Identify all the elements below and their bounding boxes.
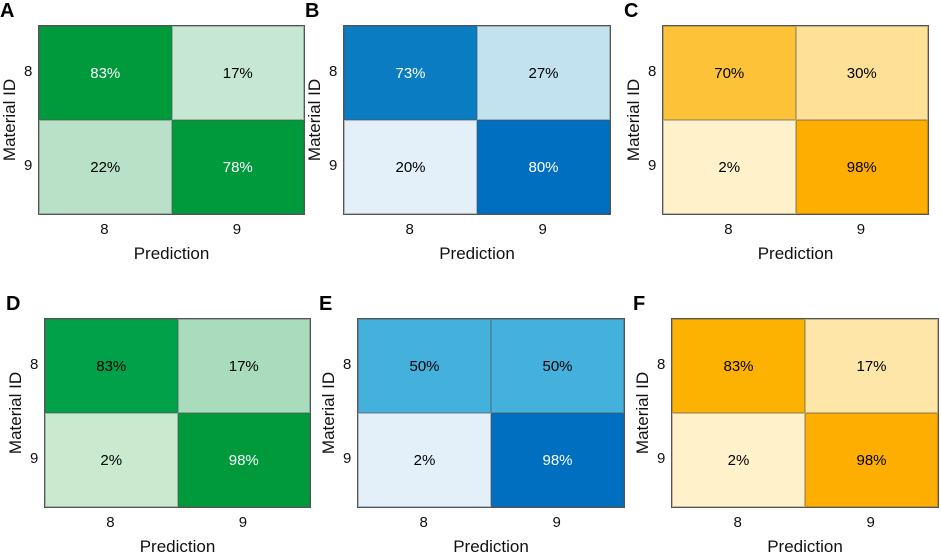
x-tick-label: 8: [405, 221, 414, 238]
y-axis-label: Material ID: [0, 78, 19, 162]
matrix-cell: 17%: [171, 26, 304, 120]
confusion-matrix-b: 73% 27% 20% 80%: [343, 25, 611, 215]
matrix-cell: 17%: [177, 319, 310, 413]
x-tick-label: 9: [538, 221, 547, 238]
panel-label-e: E: [319, 293, 333, 315]
matrix-cell: 98%: [795, 120, 928, 214]
x-tick-label: 8: [100, 221, 109, 238]
confusion-matrix-f: 83% 17% 2% 98%: [671, 318, 939, 508]
panel-label-d: D: [6, 293, 21, 315]
x-tick-label: 9: [552, 514, 561, 531]
x-tick-label: 8: [724, 221, 733, 238]
matrix-cell: 80%: [477, 120, 610, 214]
matrix-cell: 20%: [344, 120, 477, 214]
panel-label-b: B: [305, 0, 320, 22]
x-tick-label: 9: [856, 221, 866, 238]
y-tick-label: 8: [343, 356, 352, 373]
matrix-cell: 50%: [358, 319, 491, 413]
x-tick-label: 9: [238, 514, 248, 531]
matrix-cell: 30%: [795, 26, 928, 120]
panel-label-f: F: [633, 293, 646, 315]
panel-label-a: A: [0, 0, 15, 22]
matrix-cell: 78%: [171, 120, 304, 214]
y-tick-label: 8: [648, 63, 657, 80]
y-tick-label: 9: [329, 157, 338, 174]
matrix-cell: 98%: [805, 413, 938, 507]
y-axis-label: Material ID: [624, 78, 643, 162]
matrix-cell: 83%: [672, 319, 805, 413]
matrix-cell: 73%: [344, 26, 477, 120]
x-axis-label: Prediction: [133, 244, 210, 263]
matrix-cell: 2%: [672, 413, 805, 507]
matrix-cell: 83%: [45, 319, 178, 413]
matrix-cell: 2%: [358, 413, 491, 507]
confusion-matrix-a: 83% 17% 22% 78%: [38, 25, 305, 215]
matrix-cell: 98%: [177, 413, 310, 507]
y-tick-label: 8: [30, 356, 39, 373]
x-axis-label: Prediction: [439, 244, 515, 263]
matrix-cell: 70%: [663, 26, 796, 120]
y-tick-label: 9: [30, 450, 39, 467]
y-axis-label: Material ID: [6, 371, 25, 455]
y-tick-label: 9: [24, 157, 33, 174]
confusion-matrix-e: 50% 50% 2% 98%: [357, 318, 625, 508]
matrix-cell: 2%: [45, 413, 178, 507]
x-tick-label: 9: [866, 514, 875, 531]
y-tick-label: 8: [657, 356, 666, 373]
matrix-cell: 50%: [491, 319, 624, 413]
matrix-cell: 17%: [805, 319, 938, 413]
y-axis-label: Material ID: [633, 371, 652, 455]
matrix-cell: 22%: [39, 120, 172, 214]
x-axis-label: Prediction: [767, 537, 843, 556]
x-axis-label: Prediction: [453, 537, 529, 556]
y-tick-label: 9: [648, 157, 657, 174]
matrix-cell: 27%: [477, 26, 610, 120]
matrix-cell: 98%: [491, 413, 624, 507]
x-axis-label: Prediction: [139, 537, 216, 556]
x-tick-label: 8: [419, 514, 428, 531]
confusion-matrix-d: 83% 17% 2% 98%: [44, 318, 311, 508]
x-tick-label: 8: [733, 514, 742, 531]
matrix-cell: 2%: [663, 120, 796, 214]
y-tick-label: 8: [329, 63, 338, 80]
y-tick-label: 8: [24, 63, 33, 80]
panel-label-c: C: [624, 0, 639, 22]
y-axis-label: Material ID: [319, 371, 338, 455]
x-axis-label: Prediction: [757, 244, 834, 263]
x-tick-label: 8: [106, 514, 115, 531]
y-tick-label: 9: [657, 450, 666, 467]
confusion-matrix-c: 70% 30% 2% 98%: [662, 25, 929, 215]
y-tick-label: 9: [343, 450, 352, 467]
x-tick-label: 9: [232, 221, 242, 238]
y-axis-label: Material ID: [305, 78, 324, 162]
matrix-cell: 83%: [39, 26, 172, 120]
